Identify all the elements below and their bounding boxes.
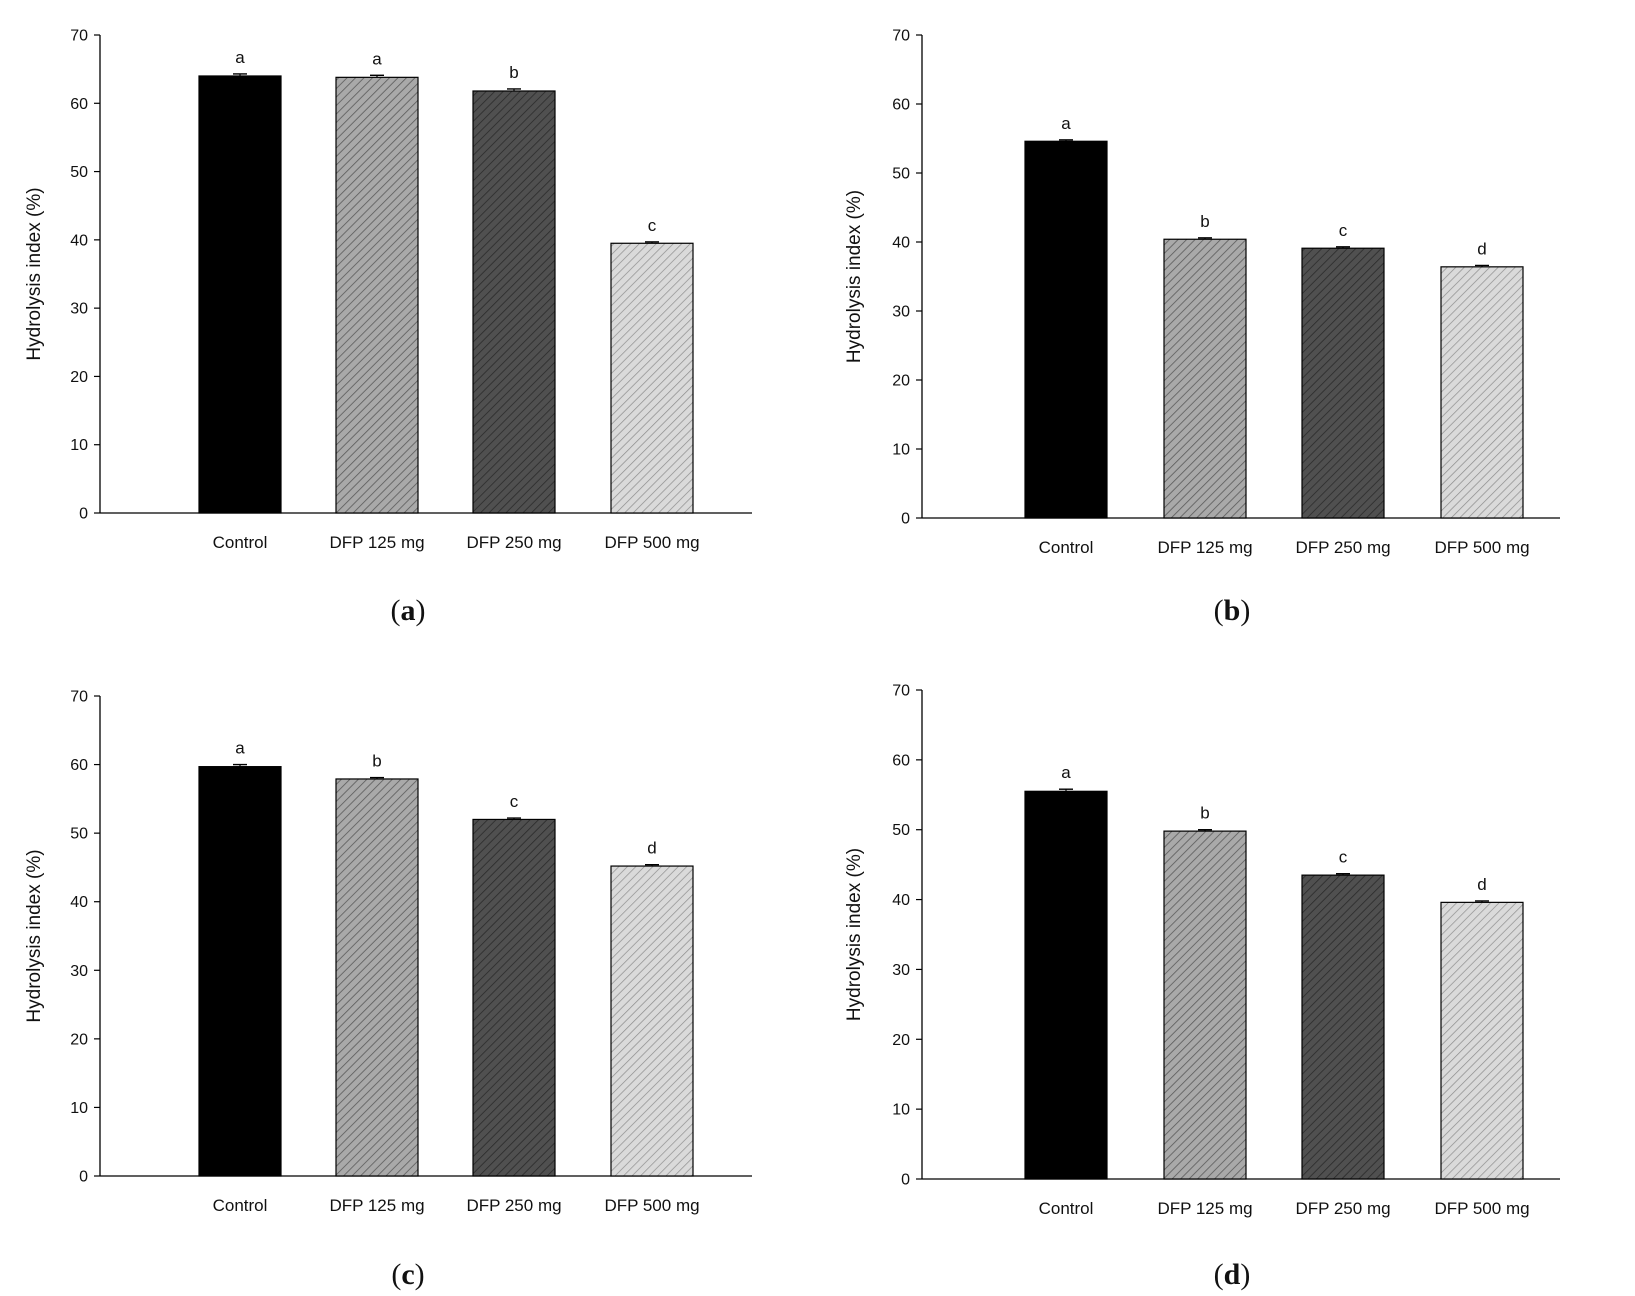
y-tick-label: 70 [892, 683, 910, 700]
y-tick-label: 60 [70, 757, 88, 774]
y-tick-label: 10 [70, 1100, 88, 1117]
y-tick-label: 60 [70, 96, 88, 113]
category-label: Control [213, 533, 268, 552]
y-tick-label: 30 [892, 962, 910, 979]
category-label: Control [213, 1196, 268, 1215]
chart-panel-d: 0 10 20 30 40 50 60 70 Hydrolysis index (%) a Cont… [844, 683, 1560, 1291]
significance-label: c [1339, 848, 1348, 867]
bar-dfp-125-mg [335, 76, 419, 514]
bar-control [1024, 140, 1108, 519]
y-tick-label: 70 [892, 28, 910, 45]
significance-label: a [1061, 114, 1071, 133]
y-tick-label: 10 [892, 1102, 910, 1119]
y-tick-label: 30 [892, 304, 910, 321]
y-tick-label: 20 [70, 369, 88, 386]
y-axis-title: Hydrolysis index (%) [24, 187, 45, 360]
y-tick-label: 0 [79, 1169, 88, 1186]
bar-dfp-500-mg [610, 865, 694, 1177]
y-tick-label: 60 [892, 97, 910, 114]
y-tick-label: 50 [892, 166, 910, 183]
category-label: DFP 125 mg [329, 1196, 424, 1215]
chart-panel-a: 0 10 20 30 40 50 60 70 Hydrolysis index (%) a Cont… [24, 28, 752, 627]
y-tick-label: 20 [70, 1031, 88, 1048]
bar-control [1024, 790, 1108, 1180]
y-tick-label: 50 [70, 826, 88, 843]
significance-label: d [647, 839, 656, 858]
category-label: DFP 250 mg [1295, 1199, 1390, 1218]
significance-label: b [1200, 804, 1209, 823]
y-tick-label: 50 [892, 822, 910, 839]
panel-caption: (d) [1214, 1258, 1251, 1291]
bar-dfp-250-mg [472, 818, 556, 1177]
significance-label: b [509, 63, 518, 82]
y-tick-label: 10 [70, 437, 88, 454]
y-tick-label: 10 [892, 442, 910, 459]
y-axis-title: Hydrolysis index (%) [844, 848, 865, 1021]
y-tick-label: 30 [70, 963, 88, 980]
bar-dfp-500-mg [610, 242, 694, 514]
y-axis-title: Hydrolysis index (%) [24, 849, 45, 1022]
significance-label: c [1339, 221, 1348, 240]
significance-label: a [235, 48, 245, 67]
chart-panel-c: 0 10 20 30 40 50 60 70 Hydrolysis index (%) a Cont… [24, 689, 752, 1291]
bar-dfp-250-mg [472, 90, 556, 514]
category-label: DFP 500 mg [604, 1196, 699, 1215]
category-label: DFP 250 mg [466, 533, 561, 552]
significance-label: b [372, 752, 381, 771]
y-tick-label: 40 [892, 892, 910, 909]
y-tick-label: 60 [892, 752, 910, 769]
y-tick-label: 40 [70, 894, 88, 911]
bar-dfp-500-mg [1440, 266, 1524, 519]
significance-label: b [1200, 212, 1209, 231]
category-label: Control [1039, 1199, 1094, 1218]
chart-panel-b: 0 10 20 30 40 50 60 70 Hydrolysis index (%) a Cont… [844, 28, 1560, 627]
category-label: DFP 250 mg [466, 1196, 561, 1215]
bar-dfp-125-mg [1163, 830, 1247, 1180]
category-label: DFP 500 mg [1434, 1199, 1529, 1218]
y-tick-label: 40 [892, 235, 910, 252]
panel-caption: (a) [391, 594, 426, 627]
category-label: DFP 125 mg [329, 533, 424, 552]
y-axis-title: Hydrolysis index (%) [844, 190, 865, 363]
significance-label: a [1061, 763, 1071, 782]
significance-label: d [1477, 239, 1486, 258]
bar-dfp-125-mg [1163, 238, 1247, 519]
y-tick-label: 70 [70, 28, 88, 45]
category-label: DFP 125 mg [1157, 1199, 1252, 1218]
y-tick-label: 0 [901, 511, 910, 528]
category-label: DFP 250 mg [1295, 538, 1390, 557]
panel-caption: (b) [1214, 594, 1251, 627]
significance-label: c [510, 792, 519, 811]
panel-caption: (c) [391, 1258, 424, 1291]
y-tick-label: 20 [892, 1032, 910, 1049]
chart-panels: 0 10 20 30 40 50 60 70 Hydrolysis index (%) a Cont… [24, 28, 1560, 1291]
y-tick-label: 40 [70, 232, 88, 249]
y-tick-label: 0 [901, 1172, 910, 1189]
bar-dfp-250-mg [1301, 874, 1385, 1180]
y-tick-label: 70 [70, 689, 88, 706]
bar-dfp-125-mg [335, 778, 419, 1177]
bar-control [198, 75, 282, 514]
bar-control [198, 766, 282, 1177]
y-tick-label: 30 [70, 301, 88, 318]
y-tick-label: 20 [892, 373, 910, 390]
category-label: DFP 500 mg [1434, 538, 1529, 557]
significance-label: c [648, 216, 657, 235]
y-tick-label: 50 [70, 164, 88, 181]
bar-dfp-250-mg [1301, 247, 1385, 519]
category-label: DFP 500 mg [604, 533, 699, 552]
significance-label: a [235, 739, 245, 758]
bar-dfp-500-mg [1440, 901, 1524, 1180]
category-label: DFP 125 mg [1157, 538, 1252, 557]
category-label: Control [1039, 538, 1094, 557]
significance-label: d [1477, 875, 1486, 894]
y-tick-label: 0 [79, 506, 88, 523]
significance-label: a [372, 49, 382, 68]
